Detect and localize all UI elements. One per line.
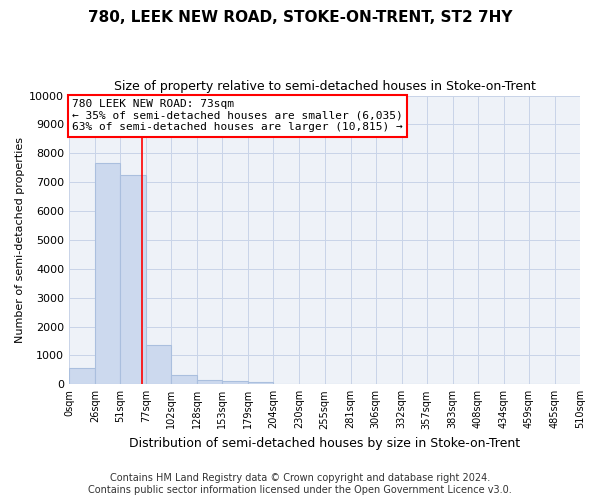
Bar (197, 380, 223, 384)
Bar (120, 175, 146, 384)
Text: 780 LEEK NEW ROAD: 73sqm
← 35% of semi-detached houses are smaller (6,035)
63% o: 780 LEEK NEW ROAD: 73sqm ← 35% of semi-d… (72, 99, 403, 132)
Bar (69, 368, 95, 384)
Y-axis label: Number of semi-detached properties: Number of semi-detached properties (15, 137, 25, 343)
Bar (223, 381, 248, 384)
Title: Size of property relative to semi-detached houses in Stoke-on-Trent: Size of property relative to semi-detach… (113, 80, 535, 93)
Text: 780, LEEK NEW ROAD, STOKE-ON-TRENT, ST2 7HY: 780, LEEK NEW ROAD, STOKE-ON-TRENT, ST2 … (88, 10, 512, 25)
Bar (248, 382, 274, 384)
Text: Contains HM Land Registry data © Crown copyright and database right 2024.
Contai: Contains HM Land Registry data © Crown c… (88, 474, 512, 495)
X-axis label: Distribution of semi-detached houses by size in Stoke-on-Trent: Distribution of semi-detached houses by … (129, 437, 520, 450)
Bar (171, 375, 197, 384)
Bar (95, 164, 120, 384)
Bar (146, 346, 171, 385)
